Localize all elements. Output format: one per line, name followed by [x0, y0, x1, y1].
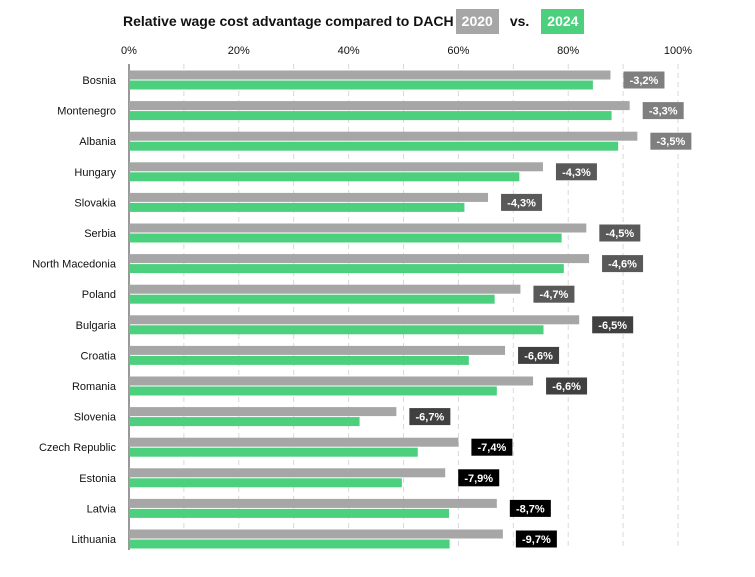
category-label: Croatia	[81, 350, 117, 362]
legend-badge-2024: 2024	[541, 8, 585, 34]
bar-2020	[129, 498, 497, 508]
category-label: North Macedonia	[32, 259, 117, 271]
bar-2024	[129, 111, 612, 121]
diff-label-box	[409, 408, 451, 426]
diff-label-box	[555, 163, 597, 181]
bar-2024	[129, 508, 450, 518]
x-tick-label: 40%	[338, 45, 360, 57]
diff-label: -4,7%	[540, 289, 569, 301]
diff-label-box	[471, 438, 513, 456]
diff-label: -4,5%	[605, 228, 634, 240]
diff-label-box	[458, 469, 500, 487]
diff-label-box	[642, 102, 684, 120]
category-label: Hungary	[74, 167, 116, 179]
bar-2020	[129, 437, 459, 447]
diff-label: -3,5%	[656, 136, 685, 148]
category-label: Albania	[79, 136, 117, 148]
diff-label: -8,7%	[516, 503, 545, 515]
bar-2024	[129, 233, 562, 243]
bar-2024	[129, 141, 619, 151]
category-label: Estonia	[79, 473, 117, 485]
vs-label: vs.	[509, 13, 530, 29]
chart-title: Relative wage cost advantage compared to…	[123, 13, 454, 29]
bar-2020	[129, 192, 489, 202]
bar-2024	[129, 172, 520, 182]
category-label: Slovakia	[74, 197, 116, 209]
diff-label-box	[602, 255, 644, 273]
diff-label: -3,3%	[649, 106, 678, 118]
bar-2020	[129, 223, 587, 233]
chart-title-row: Relative wage cost advantage compared to…	[123, 8, 585, 34]
bar-2024	[129, 478, 402, 488]
category-label: Lithuania	[71, 534, 117, 546]
diff-label: -7,4%	[478, 442, 507, 454]
bar-2024	[129, 80, 593, 90]
legend-badge-2020: 2020	[455, 8, 499, 34]
category-label: Serbia	[84, 228, 117, 240]
diff-label-box	[546, 377, 588, 395]
diff-label: -6,5%	[598, 320, 627, 332]
diff-label-box	[533, 285, 575, 303]
category-label: Romania	[72, 381, 117, 393]
x-tick-label: 100%	[664, 45, 692, 57]
diff-label-box	[509, 499, 551, 517]
diff-label-box	[518, 346, 560, 364]
bar-2024	[129, 264, 564, 274]
category-label: Poland	[82, 289, 116, 301]
diff-label: -7,9%	[464, 473, 493, 485]
bar-2024	[129, 325, 544, 335]
diff-label-box	[599, 224, 641, 242]
bar-2020	[129, 254, 590, 264]
bar-2020	[129, 315, 580, 325]
diff-label: -4,3%	[562, 167, 591, 179]
bar-2020	[129, 101, 630, 111]
bar-2020	[129, 345, 506, 355]
bar-2024	[129, 355, 469, 365]
bar-2020	[129, 131, 638, 141]
x-tick-label: 60%	[447, 45, 469, 57]
x-tick-label: 0%	[121, 45, 137, 57]
diff-label: -6,6%	[524, 350, 553, 362]
diff-label: -4,3%	[507, 197, 536, 209]
diff-label: -4,6%	[608, 259, 637, 271]
category-label: Bosnia	[82, 75, 117, 87]
diff-label-box	[623, 71, 665, 89]
bar-2024	[129, 417, 360, 427]
category-label: Slovenia	[74, 412, 117, 424]
bar-2020	[129, 407, 397, 417]
diff-label-box	[515, 530, 557, 548]
bar-2020	[129, 376, 534, 386]
bar-2020	[129, 529, 503, 539]
category-label: Montenegro	[57, 106, 116, 118]
diff-label: -9,7%	[522, 534, 551, 546]
diff-label-box	[650, 132, 692, 150]
diff-label-box	[501, 193, 543, 211]
bar-2020	[129, 70, 611, 80]
bar-2024	[129, 294, 495, 304]
x-tick-label: 80%	[557, 45, 579, 57]
category-label: Czech Republic	[39, 442, 117, 454]
category-label: Bulgaria	[76, 320, 117, 332]
category-label: Latvia	[87, 503, 117, 515]
x-tick-label: 20%	[228, 45, 250, 57]
bar-2024	[129, 447, 418, 457]
bar-2020	[129, 284, 521, 294]
diff-label: -3,2%	[630, 75, 659, 87]
bar-2020	[129, 468, 446, 478]
bar-2020	[129, 162, 543, 172]
diff-label: -6,7%	[415, 412, 444, 424]
bar-2024	[129, 202, 465, 212]
diff-label: -6,6%	[552, 381, 581, 393]
bar-2024	[129, 539, 450, 549]
bar-2024	[129, 386, 497, 396]
diff-label-box	[592, 316, 634, 334]
